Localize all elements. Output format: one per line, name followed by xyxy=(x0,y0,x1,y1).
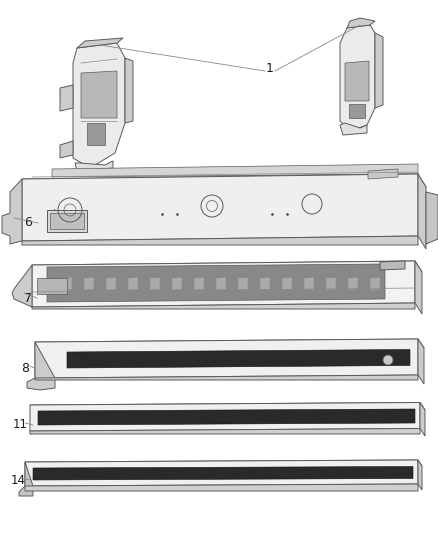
Polygon shape xyxy=(260,278,270,290)
Polygon shape xyxy=(128,278,138,290)
Polygon shape xyxy=(30,429,420,434)
Polygon shape xyxy=(32,261,415,307)
Text: 8: 8 xyxy=(21,361,29,375)
Polygon shape xyxy=(415,261,422,314)
Polygon shape xyxy=(27,342,55,390)
Polygon shape xyxy=(326,278,336,290)
Polygon shape xyxy=(106,278,116,290)
Bar xyxy=(87,123,105,145)
Polygon shape xyxy=(347,18,375,28)
Polygon shape xyxy=(368,169,398,179)
Polygon shape xyxy=(370,278,380,290)
Polygon shape xyxy=(22,174,426,190)
Polygon shape xyxy=(52,164,418,177)
Bar xyxy=(47,210,87,232)
Polygon shape xyxy=(30,402,420,431)
Polygon shape xyxy=(420,402,425,436)
Polygon shape xyxy=(282,278,292,290)
Polygon shape xyxy=(25,484,418,491)
Polygon shape xyxy=(380,261,405,270)
Polygon shape xyxy=(150,278,160,290)
Circle shape xyxy=(383,355,393,365)
Polygon shape xyxy=(35,339,424,350)
Polygon shape xyxy=(81,71,117,118)
Polygon shape xyxy=(340,25,375,131)
Polygon shape xyxy=(25,460,418,486)
Polygon shape xyxy=(375,33,383,108)
Polygon shape xyxy=(77,38,123,48)
Polygon shape xyxy=(418,174,426,249)
Text: 7: 7 xyxy=(24,292,32,304)
Text: 11: 11 xyxy=(13,418,28,432)
Polygon shape xyxy=(2,179,22,244)
Polygon shape xyxy=(340,123,367,135)
Polygon shape xyxy=(22,174,418,241)
Polygon shape xyxy=(22,236,418,245)
Polygon shape xyxy=(12,265,32,307)
Bar xyxy=(50,213,84,229)
Polygon shape xyxy=(47,264,385,302)
Polygon shape xyxy=(304,278,314,290)
Polygon shape xyxy=(418,460,422,490)
Polygon shape xyxy=(32,261,422,274)
Polygon shape xyxy=(84,278,94,290)
Polygon shape xyxy=(345,61,369,101)
Polygon shape xyxy=(32,303,415,309)
Polygon shape xyxy=(75,161,113,171)
Polygon shape xyxy=(60,141,73,158)
Polygon shape xyxy=(35,375,418,380)
Polygon shape xyxy=(172,278,182,290)
Polygon shape xyxy=(19,462,33,496)
Polygon shape xyxy=(238,278,248,290)
Polygon shape xyxy=(30,402,425,411)
Polygon shape xyxy=(35,339,418,378)
Text: 1: 1 xyxy=(266,61,274,75)
Text: 6: 6 xyxy=(24,216,32,230)
Polygon shape xyxy=(125,58,133,123)
Polygon shape xyxy=(33,466,413,480)
Polygon shape xyxy=(216,278,226,290)
Polygon shape xyxy=(194,278,204,290)
Polygon shape xyxy=(38,409,415,425)
Polygon shape xyxy=(418,339,424,384)
Polygon shape xyxy=(73,43,125,168)
Polygon shape xyxy=(25,460,422,467)
Polygon shape xyxy=(426,192,438,244)
Polygon shape xyxy=(348,278,358,290)
Polygon shape xyxy=(60,85,73,111)
Bar xyxy=(349,104,365,118)
Polygon shape xyxy=(67,350,410,368)
Text: 14: 14 xyxy=(11,473,25,487)
Bar xyxy=(37,278,67,294)
Polygon shape xyxy=(62,278,72,290)
